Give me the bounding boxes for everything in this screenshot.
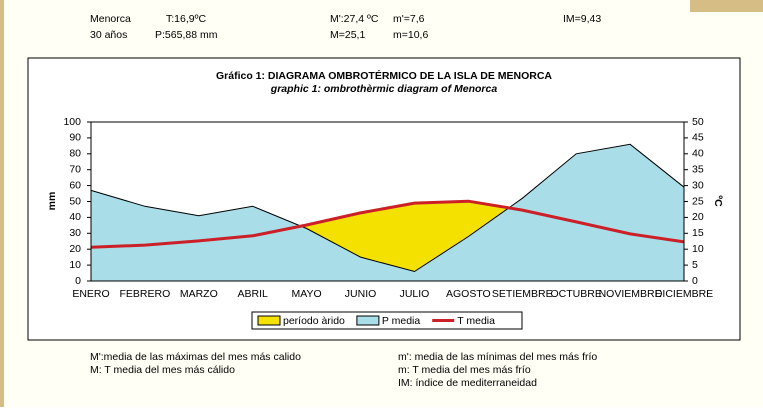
- footnote: M':media de las máximas del mes más cali…: [90, 351, 301, 363]
- y-tick-label: 90: [69, 132, 81, 144]
- y-axis-label: mm: [46, 192, 58, 211]
- y2-tick-label: 40: [692, 148, 704, 160]
- y-tick-label: 0: [75, 275, 81, 287]
- legend-label: período àrido: [283, 315, 345, 327]
- y-tick-label: 100: [63, 116, 81, 128]
- footnote: M: T media del mes más cálido: [90, 364, 235, 376]
- legend-label: T media: [457, 315, 495, 327]
- x-tick-label: ABRIL: [238, 288, 269, 300]
- legend-swatch: [356, 315, 380, 326]
- y-tick-label: 60: [69, 179, 81, 191]
- header-text: M':27,4 ºC: [330, 13, 379, 25]
- y-tick-label: 30: [69, 227, 81, 239]
- y2-tick-label: 20: [692, 211, 704, 223]
- x-tick-label: DICIEMBRE: [655, 288, 713, 300]
- footnote: IM: índice de mediterraneidad: [398, 377, 537, 389]
- x-tick-label: JUNIO: [345, 288, 377, 300]
- x-tick-label: ENERO: [72, 288, 109, 300]
- y-tick-label: 80: [69, 148, 81, 160]
- y2-tick-label: 15: [692, 227, 704, 239]
- x-tick-label: AGOSTO: [446, 288, 491, 300]
- legend-swatch: [257, 315, 281, 326]
- left-border: [0, 0, 4, 407]
- footnote: m: T media del mes más frío: [398, 364, 531, 376]
- y2-tick-label: 10: [692, 243, 704, 255]
- y2-tick-label: 5: [692, 259, 698, 271]
- x-tick-label: FEBRERO: [120, 288, 171, 300]
- y2-tick-label: 30: [692, 179, 704, 191]
- y2-tick-label: 50: [692, 116, 704, 128]
- x-tick-label: MAYO: [292, 288, 322, 300]
- x-tick-label: NOVIEMBRE: [599, 288, 662, 300]
- y2-tick-label: 35: [692, 163, 704, 175]
- legend-label: P media: [382, 315, 420, 327]
- temperature-line: [90, 199, 685, 249]
- header-text: P:565,88 mm: [155, 29, 218, 41]
- precipitation-line: [90, 143, 685, 273]
- footnote: m': media de las mínimas del mes más frí…: [398, 351, 597, 363]
- header-text: T:16,9ºC: [166, 13, 206, 25]
- corner-band: [690, 0, 763, 12]
- chart-subtitle: graphic 1: ombrothèrmic diagram of Menor…: [270, 83, 498, 95]
- header-text: Menorca: [90, 13, 131, 25]
- x-tick-label: SETIEMBRE: [492, 288, 553, 300]
- y-tick-label: 10: [69, 259, 81, 271]
- y-tick-label: 40: [69, 211, 81, 223]
- header-text: m=10,6: [393, 29, 428, 41]
- y2-axis-label: ºC: [712, 195, 724, 207]
- y2-tick-label: 45: [692, 132, 704, 144]
- header-text: 30 años: [90, 29, 127, 41]
- header-text: IM=9,43: [563, 13, 601, 25]
- y2-tick-label: 0: [692, 275, 698, 287]
- y-tick-label: 20: [69, 243, 81, 255]
- x-tick-label: OCTUBRE: [551, 288, 602, 300]
- y-tick-label: 70: [69, 163, 81, 175]
- legend-box: [251, 311, 523, 330]
- chart-title: Gráfico 1: DIAGRAMA OMBROTÉRMICO DE LA I…: [216, 69, 552, 82]
- x-tick-label: JULIO: [400, 288, 430, 300]
- x-tick-label: MARZO: [180, 288, 218, 300]
- y2-tick-label: 25: [692, 195, 704, 207]
- y-tick-label: 50: [69, 195, 81, 207]
- header-text: m'=7,6: [393, 13, 425, 25]
- header-text: M=25,1: [330, 29, 365, 41]
- precipitation-area: [91, 144, 684, 281]
